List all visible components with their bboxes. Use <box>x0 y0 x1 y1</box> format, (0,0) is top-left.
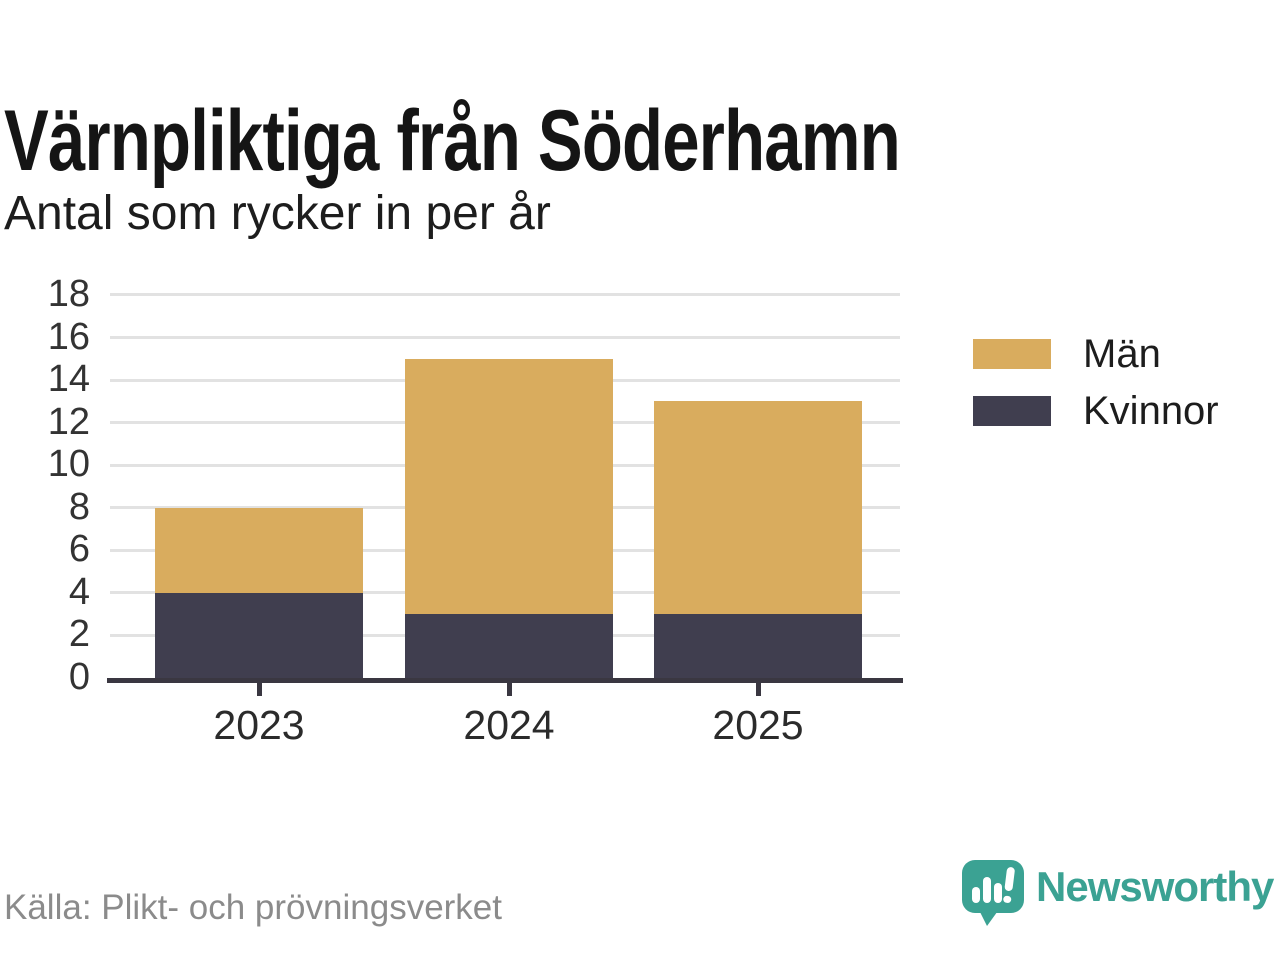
x-axis-tick <box>506 683 512 696</box>
bar-2025-segment-kvinnor <box>654 614 862 678</box>
legend-swatch-man <box>973 339 1051 369</box>
y-axis-tick-label: 10 <box>47 443 90 486</box>
y-axis-tick-label: 6 <box>68 528 90 571</box>
x-axis-tick <box>256 683 262 696</box>
gridline <box>110 293 900 297</box>
legend-label-kvinnor: Kvinnor <box>1083 389 1219 433</box>
legend-item-man: Män <box>973 332 1219 376</box>
chart-subtitle: Antal som rycker in per år <box>4 187 551 240</box>
bar-2024-segment-kvinnor <box>405 614 613 678</box>
x-axis-tick <box>755 683 761 696</box>
y-axis-tick-label: 2 <box>68 613 90 656</box>
bar-2023-segment-kvinnor <box>155 592 363 678</box>
brand-wordmark: Newsworthy <box>1036 863 1274 910</box>
source-note: Källa: Plikt- och prövningsverket <box>4 888 502 927</box>
y-axis-tick-label: 8 <box>68 485 90 528</box>
y-axis-tick-label: 14 <box>47 358 90 401</box>
y-axis-tick-label: 16 <box>47 315 90 358</box>
y-axis-tick-label: 18 <box>47 272 90 315</box>
page-title: Värnpliktiga från Söderhamn <box>4 92 901 189</box>
y-axis-tick-label: 0 <box>68 656 90 698</box>
bar-2024-segment-man <box>405 358 613 615</box>
legend: Män Kvinnor <box>973 332 1219 453</box>
y-axis-tick-label: 4 <box>68 570 90 613</box>
gridline <box>110 336 900 340</box>
x-axis-tick-label: 2024 <box>463 702 555 748</box>
newsworthy-logo-icon <box>962 860 1024 926</box>
bar-2023-segment-man <box>155 507 363 593</box>
legend-swatch-kvinnor <box>973 396 1051 426</box>
legend-label-man: Män <box>1083 332 1161 376</box>
legend-item-kvinnor: Kvinnor <box>973 389 1219 433</box>
bar-2025-segment-man <box>654 401 862 615</box>
x-axis-line <box>107 678 903 683</box>
brand-footer: Newsworthy <box>962 860 1274 926</box>
y-axis-tick-label: 12 <box>47 400 90 443</box>
x-axis-tick-label: 2025 <box>712 702 804 748</box>
x-axis-tick-label: 2023 <box>213 702 305 748</box>
